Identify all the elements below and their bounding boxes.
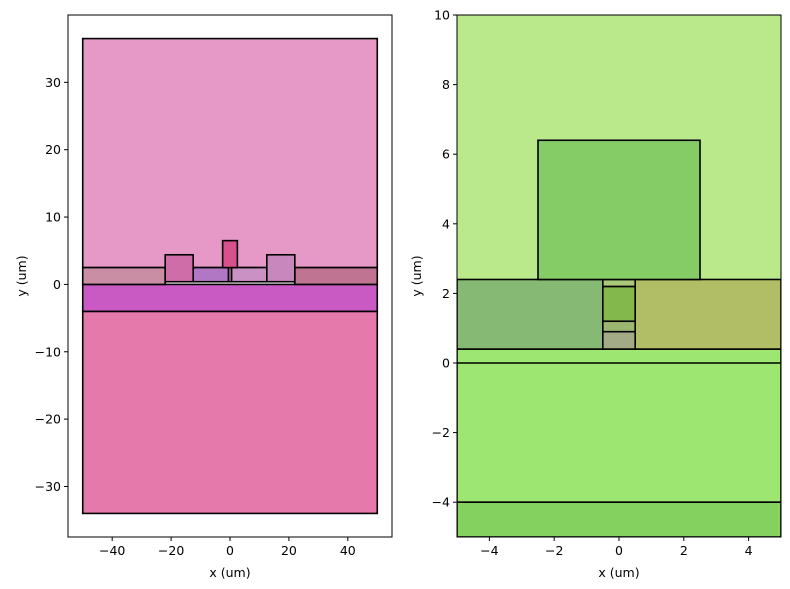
region-rib-core <box>601 285 636 323</box>
region-pad-right <box>266 253 296 283</box>
y-tick-label: 10 <box>434 8 450 23</box>
region-electrode <box>221 239 239 269</box>
region-electrode <box>537 139 701 281</box>
y-tick-label: −20 <box>35 412 61 427</box>
region-lower-region <box>457 348 781 503</box>
x-tick-label: −20 <box>158 543 184 558</box>
y-tick-label: 6 <box>442 147 450 162</box>
region-rib-top <box>601 278 636 288</box>
plot-area <box>68 15 392 537</box>
y-tick-label: 20 <box>45 142 61 157</box>
x-axis-label: x (um) <box>598 565 639 580</box>
y-tick-label: 8 <box>442 77 450 92</box>
x-tick-label: 2 <box>680 543 688 558</box>
x-axis-label: x (um) <box>209 565 250 580</box>
region-substrate <box>81 310 379 515</box>
y-axis-label: y (um) <box>409 255 424 296</box>
region-upper-cladding <box>81 37 379 269</box>
y-tick-label: 2 <box>442 286 450 301</box>
region-rib-mid <box>601 320 636 333</box>
region-slab-right <box>634 278 781 350</box>
y-tick-label: −2 <box>432 425 450 440</box>
x-tick-label: 0 <box>226 543 234 558</box>
y-tick-label: −4 <box>432 495 450 510</box>
y-tick-label: 0 <box>442 356 450 371</box>
plot-area <box>457 15 781 537</box>
region-rib-bottom <box>601 330 636 350</box>
region-buried-oxide <box>81 283 379 313</box>
region-pad-left <box>164 253 194 283</box>
x-tick-label: −2 <box>545 543 563 558</box>
y-tick-label: 30 <box>45 75 61 90</box>
y-tick-label: −30 <box>35 479 61 494</box>
region-substrate <box>457 501 781 537</box>
region-rib-core <box>227 266 233 283</box>
x-tick-label: −40 <box>99 543 125 558</box>
x-tick-label: 0 <box>615 543 623 558</box>
y-axis-label: y (um) <box>14 255 29 296</box>
x-tick-label: −4 <box>480 543 498 558</box>
x-tick-label: 20 <box>281 543 297 558</box>
y-tick-label: 10 <box>45 210 61 225</box>
region-slab-inner-left <box>192 266 230 283</box>
y-tick-label: 4 <box>442 216 450 231</box>
x-tick-label: 40 <box>340 543 356 558</box>
y-tick-label: −10 <box>35 344 61 359</box>
right-cross-section-plot: −4 −2 0 2 4 −4 −2 0 2 4 6 8 10 x (um) y (um) <box>409 8 782 580</box>
region-slab-left <box>457 278 604 350</box>
x-tick-label: 4 <box>745 543 753 558</box>
region-slab-right <box>293 266 379 286</box>
y-tick-label: 0 <box>53 277 61 292</box>
left-cross-section-plot: −40 −20 0 20 40 −30 −20 −10 0 10 20 30 x (um) y (um) <box>14 14 393 580</box>
region-slab-inner-right <box>230 266 268 283</box>
region-slab-left <box>81 266 166 286</box>
